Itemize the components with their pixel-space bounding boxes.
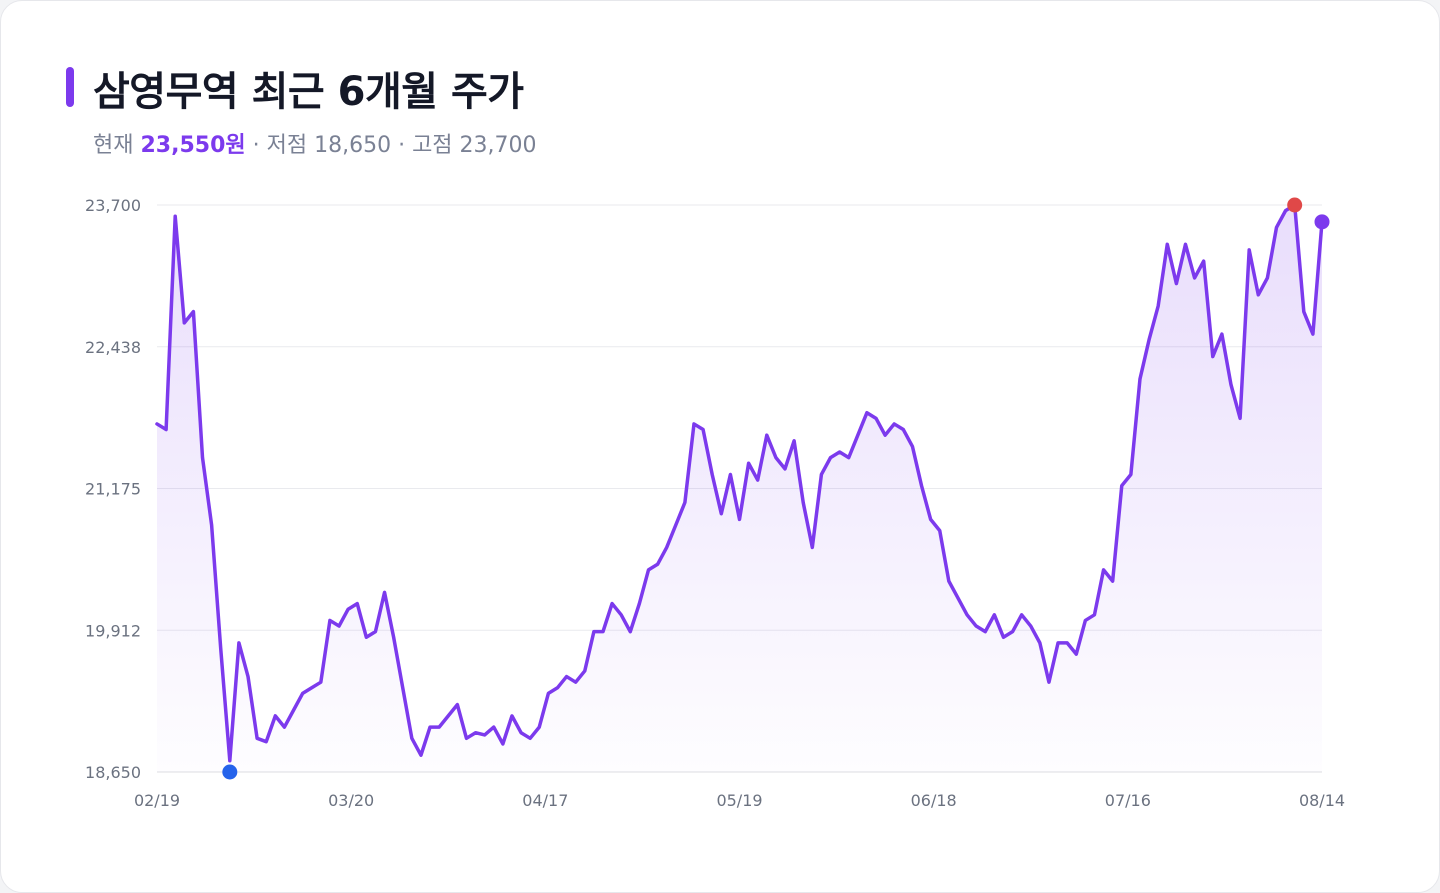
low-price: · 저점 18,650 [252, 133, 392, 158]
high-marker [1287, 197, 1303, 213]
x-tick-label: 07/16 [1105, 791, 1151, 810]
current-price: 23,550원 [140, 133, 246, 158]
x-tick-label: 08/14 [1299, 791, 1345, 810]
y-tick-label: 23,700 [85, 196, 141, 215]
x-tick-label: 03/20 [328, 791, 374, 810]
y-tick-label: 22,438 [85, 338, 141, 357]
chart-title: 삼영무역 최근 6개월 주가 [93, 69, 524, 115]
y-axis-ticks: 18,650 19,912 21,175 22,438 23,700 [85, 196, 141, 782]
price-area-fill [157, 205, 1322, 772]
y-tick-label: 19,912 [85, 621, 141, 640]
x-tick-label: 06/18 [911, 791, 957, 810]
price-line [155, 203, 1324, 763]
chart-subtitle: 현재 23,550원 · 저점 18,650 · 고점 23,700 [93, 127, 537, 159]
y-tick-label: 21,175 [85, 480, 141, 499]
y-tick-label: 18,650 [85, 763, 141, 782]
title-accent-bar [66, 67, 74, 107]
x-tick-label: 04/17 [522, 791, 568, 810]
low-marker [222, 764, 238, 780]
price-markers [222, 197, 1330, 780]
current-marker [1314, 214, 1330, 230]
high-price: · 고점 23,700 [398, 133, 537, 158]
current-label: 현재 [93, 133, 134, 158]
x-tick-label: 05/19 [716, 791, 762, 810]
x-tick-label: 02/19 [134, 791, 180, 810]
x-axis-ticks: 02/19 03/20 04/17 05/19 06/18 07/16 08/14 [134, 791, 1345, 810]
